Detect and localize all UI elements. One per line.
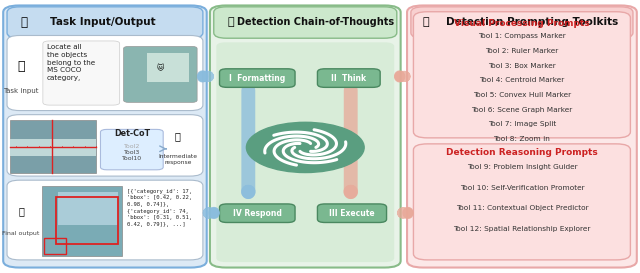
FancyBboxPatch shape	[100, 129, 163, 170]
FancyBboxPatch shape	[42, 186, 122, 256]
Text: 📱: 📱	[175, 132, 181, 141]
Text: Locate all
the objects
belong to the
MS COCO
category,: Locate all the objects belong to the MS …	[47, 44, 95, 81]
FancyBboxPatch shape	[413, 144, 630, 260]
FancyBboxPatch shape	[7, 35, 203, 111]
Text: Tool 1: Compass Marker: Tool 1: Compass Marker	[478, 33, 566, 39]
Text: IV Respond: IV Respond	[233, 209, 282, 218]
FancyBboxPatch shape	[317, 204, 387, 222]
Text: Tool3: Tool3	[124, 150, 140, 155]
Text: Tool 8: Zoom in: Tool 8: Zoom in	[493, 136, 550, 142]
Text: I  Formatting: I Formatting	[229, 74, 285, 82]
Text: Visual Processing Prompts: Visual Processing Prompts	[454, 19, 589, 28]
Text: 🐱: 🐱	[156, 65, 164, 72]
Text: Task input: Task input	[3, 88, 39, 94]
FancyBboxPatch shape	[317, 69, 380, 87]
FancyBboxPatch shape	[407, 5, 637, 268]
FancyBboxPatch shape	[3, 5, 207, 268]
Text: Det-CoT: Det-CoT	[114, 129, 150, 138]
FancyBboxPatch shape	[124, 46, 197, 102]
FancyBboxPatch shape	[210, 5, 401, 268]
Text: III Execute: III Execute	[329, 209, 375, 218]
FancyBboxPatch shape	[7, 180, 203, 260]
Text: Tool 10: Self-Verification Promoter: Tool 10: Self-Verification Promoter	[460, 185, 584, 191]
Text: Tool10: Tool10	[122, 156, 142, 161]
Text: II  Think: II Think	[332, 74, 366, 82]
FancyBboxPatch shape	[413, 12, 630, 138]
Text: Tool 4: Centroid Marker: Tool 4: Centroid Marker	[479, 77, 564, 83]
FancyBboxPatch shape	[7, 7, 203, 38]
Text: Tool2: Tool2	[124, 144, 140, 149]
Text: Tool 9: Problem Insight Guider: Tool 9: Problem Insight Guider	[467, 164, 577, 170]
Text: Tool 5: Convex Hull Marker: Tool 5: Convex Hull Marker	[473, 92, 571, 98]
FancyBboxPatch shape	[10, 120, 96, 173]
FancyBboxPatch shape	[216, 42, 394, 262]
Text: Tool 12: Spatial Relationship Explorer: Tool 12: Spatial Relationship Explorer	[453, 225, 591, 232]
FancyBboxPatch shape	[214, 7, 397, 38]
Text: Task Input/Output: Task Input/Output	[49, 17, 156, 27]
Text: 📱: 📱	[18, 206, 24, 216]
FancyBboxPatch shape	[7, 115, 203, 176]
Text: 👤: 👤	[17, 60, 25, 73]
Text: Detection Chain-of-Thoughts: Detection Chain-of-Thoughts	[237, 17, 394, 27]
Text: [{'category_id': 17,
'bbox': [0.42, 0.22,
0.98, 0.74]},
{'category_id': 74,
'bbo: [{'category_id': 17, 'bbox': [0.42, 0.22…	[127, 188, 192, 227]
FancyBboxPatch shape	[58, 192, 118, 225]
Text: Tool 6: Scene Graph Marker: Tool 6: Scene Graph Marker	[471, 107, 573, 113]
Text: Final output: Final output	[3, 231, 40, 236]
Text: 📋: 📋	[21, 16, 28, 29]
FancyBboxPatch shape	[147, 53, 189, 82]
Text: Detection Prompting Toolkits: Detection Prompting Toolkits	[445, 17, 618, 27]
FancyBboxPatch shape	[10, 139, 96, 156]
FancyBboxPatch shape	[43, 41, 120, 105]
Text: Detection Reasoning Prompts: Detection Reasoning Prompts	[446, 149, 598, 157]
FancyBboxPatch shape	[220, 69, 295, 87]
FancyBboxPatch shape	[220, 204, 295, 222]
Text: 🧰: 🧰	[423, 17, 429, 27]
Text: Tool 2: Ruler Marker: Tool 2: Ruler Marker	[485, 48, 559, 54]
Text: 🦄: 🦄	[227, 17, 234, 27]
Text: Intermediate
response: Intermediate response	[159, 154, 197, 165]
Text: Tool 7: Image Split: Tool 7: Image Split	[488, 121, 556, 127]
Text: Tool 11: Contextual Object Predictor: Tool 11: Contextual Object Predictor	[456, 205, 588, 211]
FancyBboxPatch shape	[411, 7, 633, 38]
Circle shape	[246, 122, 364, 173]
Text: Tool 3: Box Marker: Tool 3: Box Marker	[488, 63, 556, 69]
